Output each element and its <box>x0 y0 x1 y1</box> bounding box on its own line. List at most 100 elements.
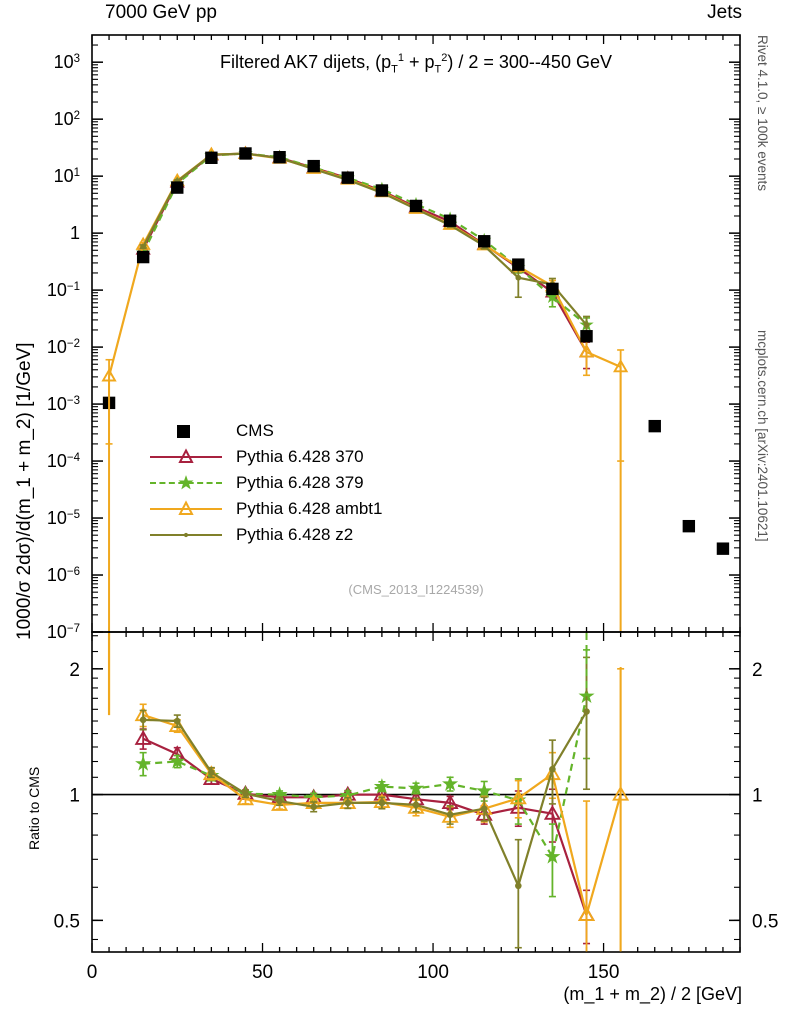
ratio-point-Pythia-6-428-379 <box>442 775 459 791</box>
data-point-CMS <box>273 151 286 164</box>
data-point-CMS <box>716 542 730 555</box>
analysis-id-watermark: (CMS_2013_I1224539) <box>348 582 484 597</box>
data-point-CMS <box>409 199 423 213</box>
y-tick-label-8: 10−5 <box>47 508 80 528</box>
ratio-point-Pythia-6-428-379 <box>476 782 493 798</box>
ratio-line-2 <box>142 714 622 917</box>
ratio-tick-label-left-0: 2 <box>69 660 80 681</box>
data-point-CMS <box>341 171 354 184</box>
ratio-point-Pythia-6-428-379 <box>373 778 391 794</box>
legend-label-0: CMS <box>236 421 274 440</box>
ratio-point-Pythia-6-428-z2 <box>480 805 488 813</box>
data-point-Pythia-6-428-ambt1 <box>578 344 595 358</box>
ratio-line-3 <box>143 711 588 887</box>
data-point-CMS <box>478 235 491 248</box>
ratio-tick-label-right-2: 0.5 <box>752 911 778 932</box>
ratio-tick-label-left-2: 0.5 <box>54 911 80 932</box>
legend-key-4 <box>150 525 222 545</box>
dot-marker-icon <box>183 532 189 538</box>
data-point-CMS <box>512 258 525 271</box>
ratio-point-Pythia-6-428-z2 <box>276 797 283 805</box>
legend-item-1[interactable]: Pythia 6.428 370 <box>150 444 382 470</box>
plot-title: Filtered AK7 dijets, (pT1 + pT2) / 2 = 3… <box>220 52 612 76</box>
y-tick-label-7: 10−4 <box>47 451 81 471</box>
legend-item-3[interactable]: Pythia 6.428 ambt1 <box>150 496 382 522</box>
legend-label-3: Pythia 6.428 ambt1 <box>236 499 383 518</box>
data-point-CMS <box>136 250 150 264</box>
x-axis-label: (m_1 + m_2) / 2 [GeV] <box>563 984 742 1004</box>
legend-label-2: Pythia 6.428 379 <box>236 473 364 492</box>
ratio-point-Pythia-6-428-ambt1 <box>577 906 596 922</box>
data-point-Pythia-6-428-z2 <box>583 322 590 328</box>
ratio-point-Pythia-6-428-z2 <box>310 803 317 811</box>
data-point-CMS <box>648 419 661 433</box>
ratio-point-Pythia-6-428-z2 <box>208 769 215 776</box>
ratio-tick-label-right-1: 1 <box>752 786 763 807</box>
ratio-point-Pythia-6-428-z2 <box>242 790 249 797</box>
header-beam-label: 7000 GeV pp <box>105 2 217 23</box>
ratio-point-Pythia-6-428-z2 <box>446 811 454 819</box>
legend-item-0[interactable]: CMS <box>150 418 382 444</box>
star-marker-icon <box>178 475 194 490</box>
legend-label-4: Pythia 6.428 z2 <box>236 525 354 544</box>
x-tick-label-3: 150 <box>588 962 620 983</box>
y-tick-label-0: 103 <box>54 52 80 72</box>
y-tick-label-6: 10−3 <box>47 394 80 414</box>
data-point-CMS <box>375 184 389 197</box>
y-tick-label-2: 101 <box>54 166 80 186</box>
ratio-point-Pythia-6-428-370 <box>543 804 561 820</box>
ratio-point-Pythia-6-428-ambt1 <box>236 790 255 806</box>
ratio-point-Pythia-6-428-z2 <box>378 799 386 807</box>
x-tick-label-2: 100 <box>417 962 449 983</box>
data-point-CMS <box>171 181 184 194</box>
legend-key-3 <box>150 499 222 519</box>
legend-key-2 <box>150 473 222 493</box>
ratio-tick-label-left-1: 1 <box>69 786 80 807</box>
data-point-Pythia-6-428-z2 <box>515 274 522 281</box>
x-tick-label-0: 0 <box>87 962 98 983</box>
ratio-tick-label-right-0: 2 <box>752 660 763 681</box>
ratio-point-Pythia-6-428-z2 <box>412 801 420 809</box>
ratio-point-Pythia-6-428-379 <box>169 753 186 769</box>
y-tick-label-9: 10−6 <box>47 565 80 585</box>
ratio-point-Pythia-6-428-370 <box>134 729 152 745</box>
y-tick-label-10: 10−7 <box>47 622 80 642</box>
data-point-CMS <box>443 214 457 227</box>
series-line-2 <box>142 152 588 326</box>
data-point-CMS <box>546 282 559 296</box>
data-point-Pythia-6-428-z2 <box>140 243 147 250</box>
legend-label-1: Pythia 6.428 370 <box>236 447 364 466</box>
data-point-CMS <box>580 330 593 343</box>
legend-line-3 <box>150 508 222 511</box>
square-marker-icon <box>177 425 190 438</box>
main-panel-frame <box>91 34 741 633</box>
legend: CMS Pythia 6.428 370 Pythia 6.428 379 Pythi… <box>150 418 382 548</box>
ratio-point-Pythia-6-428-z2 <box>173 717 181 725</box>
triangle-marker-icon <box>178 500 194 515</box>
data-point-CMS <box>682 519 696 533</box>
ratio-point-Pythia-6-428-379 <box>544 848 561 864</box>
legend-key-1 <box>150 447 222 467</box>
ratio-point-Pythia-6-428-379 <box>407 779 425 796</box>
x-tick-label-1: 50 <box>252 962 273 983</box>
data-point-CMS <box>307 159 320 173</box>
y-tick-label-1: 102 <box>54 109 80 129</box>
legend-line-1 <box>150 456 222 459</box>
ratio-point-Pythia-6-428-z2 <box>583 708 590 715</box>
ratio-point-Pythia-6-428-ambt1 <box>202 765 220 781</box>
y-tick-label-4: 10−1 <box>47 280 80 300</box>
legend-item-2[interactable]: Pythia 6.428 379 <box>150 470 382 496</box>
y-tick-label-3: 1 <box>70 223 80 243</box>
series-line-4 <box>142 152 588 326</box>
data-point-CMS <box>205 151 218 164</box>
triangle-marker-icon <box>178 448 194 463</box>
ratio-point-Pythia-6-428-z2 <box>549 765 556 773</box>
ratio-point-Pythia-6-428-379 <box>135 755 152 771</box>
ratio-point-Pythia-6-428-z2 <box>344 799 352 807</box>
y-tick-label-5: 10−2 <box>47 337 80 357</box>
legend-item-4[interactable]: Pythia 6.428 z2 <box>150 522 382 548</box>
data-point-CMS <box>239 147 252 160</box>
legend-key-0 <box>150 421 222 441</box>
